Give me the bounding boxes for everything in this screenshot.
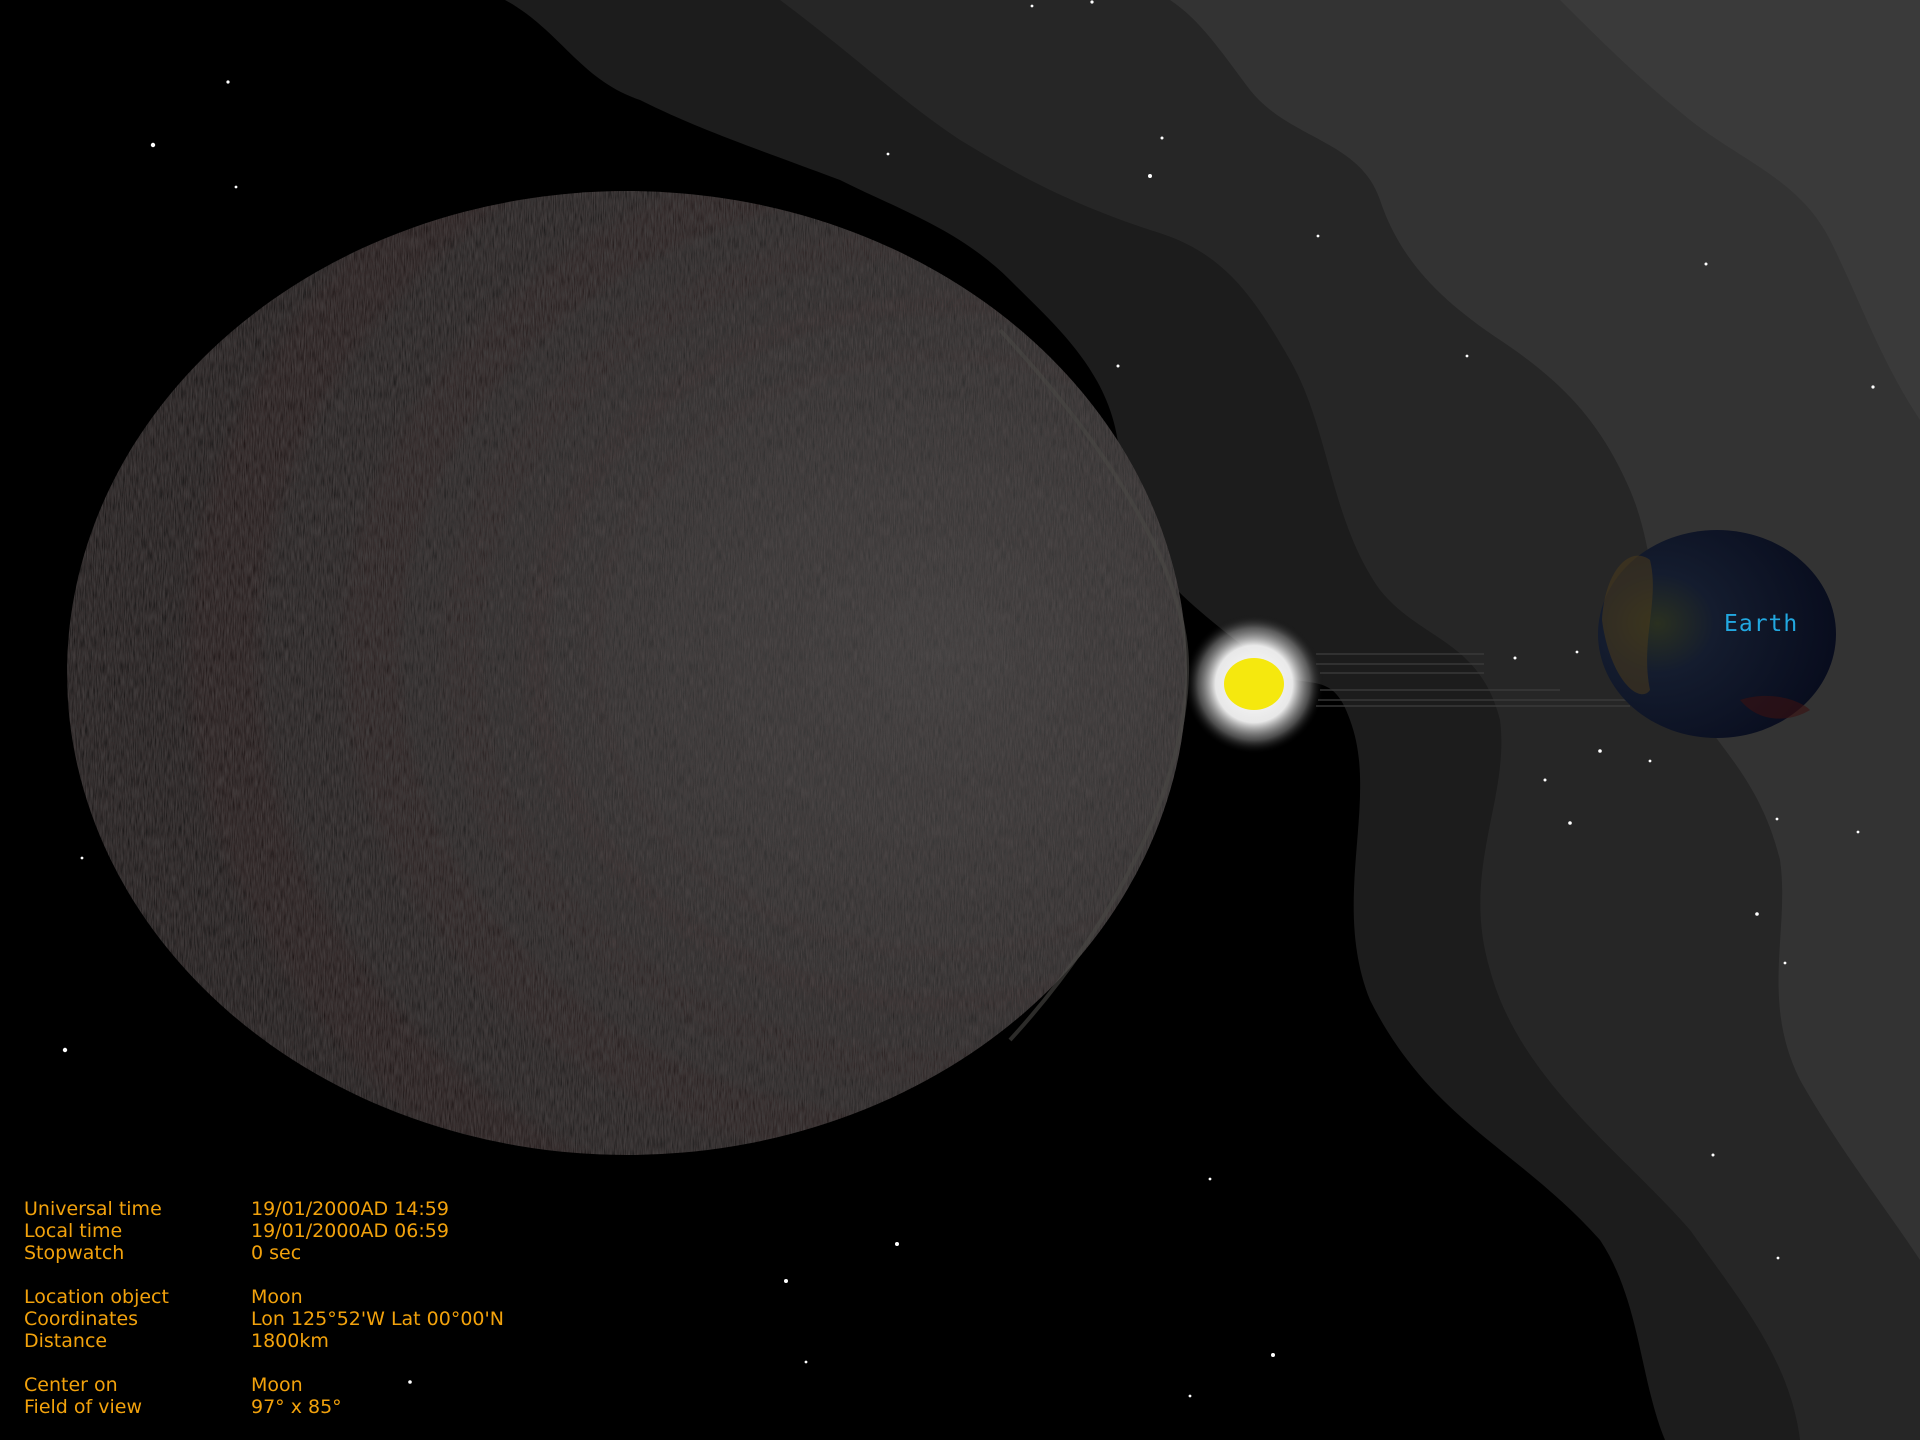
milky-way-band [505, 0, 1920, 1440]
universal-time-value: 19/01/2000AD 14:59 [251, 1198, 449, 1220]
star-field [62, 0, 1875, 1398]
moon-sphere-icon[interactable] [67, 191, 1190, 1155]
sun-icon[interactable] [1184, 614, 1630, 754]
local-time-label: Local time [24, 1220, 123, 1242]
coordinates-row: Coordinates Lon 125°52'W Lat 00°00'N [24, 1308, 504, 1330]
stopwatch-label: Stopwatch [24, 1242, 125, 1264]
distance-row: Distance 1800km [24, 1330, 504, 1352]
coordinates-label: Coordinates [24, 1308, 139, 1330]
distance-value: 1800km [251, 1330, 329, 1352]
location-object-value: Moon [251, 1286, 303, 1308]
info-overlay: Universal time 19/01/2000AD 14:59 Local … [24, 1198, 504, 1418]
center-on-value: Moon [251, 1374, 303, 1396]
center-on-row: Center on Moon [24, 1374, 504, 1396]
field-of-view-row: Field of view 97° x 85° [24, 1396, 504, 1418]
location-object-row: Location object Moon [24, 1286, 504, 1308]
hud-spacer [24, 1264, 504, 1286]
stopwatch-value: 0 sec [251, 1242, 302, 1264]
center-on-label: Center on [24, 1374, 118, 1396]
local-time-row: Local time 19/01/2000AD 06:59 [24, 1220, 504, 1242]
local-time-value: 19/01/2000AD 06:59 [251, 1220, 449, 1242]
stopwatch-row: Stopwatch 0 sec [24, 1242, 504, 1264]
earth-globe-icon[interactable] [1598, 530, 1836, 738]
hud-spacer [24, 1352, 504, 1374]
universal-time-row: Universal time 19/01/2000AD 14:59 [24, 1198, 504, 1220]
earth-label[interactable]: Earth [1724, 611, 1799, 637]
field-of-view-value: 97° x 85° [251, 1396, 342, 1418]
field-of-view-label: Field of view [24, 1396, 142, 1418]
universal-time-label: Universal time [24, 1198, 162, 1220]
coordinates-value: Lon 125°52'W Lat 00°00'N [251, 1308, 504, 1330]
distance-label: Distance [24, 1330, 108, 1352]
location-object-label: Location object [24, 1286, 169, 1308]
